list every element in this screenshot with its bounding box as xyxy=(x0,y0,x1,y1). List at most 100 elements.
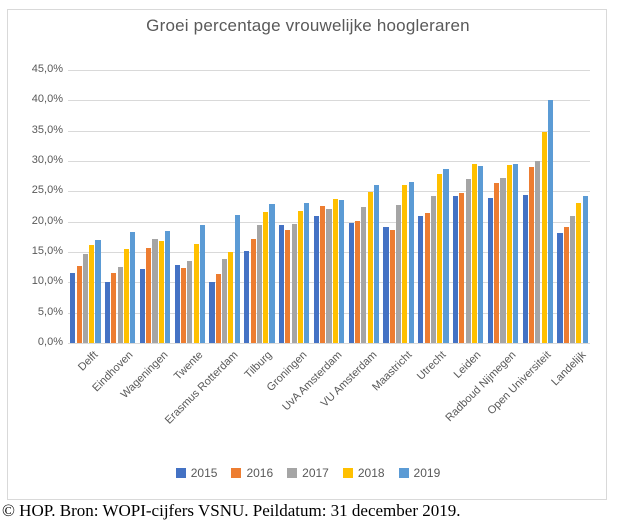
y-axis-tick-label: 20,0% xyxy=(31,214,63,227)
bar-2016-delft xyxy=(76,265,82,343)
gridline xyxy=(68,100,590,102)
bar-2019-delft xyxy=(95,240,101,343)
bar-2015-wageningen xyxy=(139,269,145,343)
bar-2019-erasmus-rotterdam xyxy=(234,215,240,343)
bar-2015-eindhoven xyxy=(105,282,111,343)
bar-2017-uva-amsterdam xyxy=(326,208,332,343)
legend-label: 2016 xyxy=(246,466,274,480)
bar-2015-leiden xyxy=(453,196,459,343)
bar-2017-utrecht xyxy=(430,195,436,343)
bar-2018-open-universiteit xyxy=(541,131,547,343)
bar-2017-tilburg xyxy=(256,225,262,343)
plot-area xyxy=(68,70,590,344)
bar-2015-twente xyxy=(174,265,180,343)
bar-2018-uva-amsterdam xyxy=(332,199,338,343)
y-axis-tick-label: 0,0% xyxy=(37,336,63,348)
chart-legend: 2015 2016 2017 2018 2019 xyxy=(7,466,609,480)
bar-2015-utrecht xyxy=(418,215,424,343)
y-axis-tick-label: 5,0% xyxy=(37,305,63,318)
legend-item-2017: 2017 xyxy=(287,466,329,480)
bar-2018-eindhoven xyxy=(123,248,130,343)
bar-2016-twente xyxy=(180,268,187,343)
bar-2015-delft xyxy=(70,273,76,343)
bar-2016-open-universiteit xyxy=(528,167,535,343)
legend-swatch-icon xyxy=(342,468,353,478)
bar-2016-wageningen xyxy=(146,247,152,343)
bar-2016-maastricht xyxy=(389,229,395,343)
y-axis-tick-label: 30,0% xyxy=(31,154,63,166)
bar-2018-groningen xyxy=(297,211,304,343)
legend-label: 2017 xyxy=(302,466,329,480)
bar-2016-uva-amsterdam xyxy=(320,205,326,343)
bar-2016-landelijk xyxy=(563,227,569,343)
legend-item-2015: 2015 xyxy=(175,466,218,480)
bar-2017-vu-amsterdam xyxy=(361,206,367,343)
gridline xyxy=(68,343,590,344)
bar-2016-erasmus-rotterdam xyxy=(215,273,221,343)
bar-2018-maastricht xyxy=(402,185,408,343)
bar-2018-landelijk xyxy=(576,203,582,343)
bar-2016-radboud-nijmegen xyxy=(494,183,500,343)
bar-2018-twente xyxy=(193,243,199,343)
legend-label: 2018 xyxy=(357,466,385,480)
gridline xyxy=(68,70,590,71)
bar-2016-tilburg xyxy=(250,238,256,343)
bar-2019-radboud-nijmegen xyxy=(513,164,519,343)
bar-2017-erasmus-rotterdam xyxy=(222,259,228,343)
bar-2017-open-universiteit xyxy=(535,161,541,343)
bar-2017-twente xyxy=(187,260,193,343)
y-axis-tick-label: 45,0% xyxy=(31,63,63,75)
bar-2017-groningen xyxy=(291,223,297,343)
bar-2017-radboud-nijmegen xyxy=(500,178,506,343)
bar-2015-landelijk xyxy=(557,233,563,343)
gridline xyxy=(68,191,590,193)
y-axis-tick-label: 10,0% xyxy=(31,275,63,288)
bar-2018-wageningen xyxy=(158,241,164,343)
bar-2015-maastricht xyxy=(383,226,389,343)
bar-2018-leiden xyxy=(471,164,478,343)
bar-2015-erasmus-rotterdam xyxy=(209,281,215,343)
bar-2019-maastricht xyxy=(408,181,414,343)
y-axis-tick-label: 40,0% xyxy=(31,93,63,106)
legend-swatch-icon xyxy=(398,468,409,478)
legend-swatch-icon xyxy=(287,468,298,478)
legend-label: 2015 xyxy=(190,466,218,480)
bar-2017-wageningen xyxy=(152,239,158,343)
bar-2019-wageningen xyxy=(165,230,171,343)
bar-2016-groningen xyxy=(285,229,291,343)
bar-2017-delft xyxy=(82,253,88,343)
bar-2016-leiden xyxy=(459,193,465,343)
bar-2016-eindhoven xyxy=(111,272,117,343)
bar-2018-utrecht xyxy=(437,173,443,343)
legend-item-2016: 2016 xyxy=(231,466,273,480)
bar-2019-twente xyxy=(199,224,205,343)
bar-2016-utrecht xyxy=(424,212,430,343)
bar-2019-utrecht xyxy=(443,168,449,343)
y-axis-tick-label: 25,0% xyxy=(31,184,63,197)
bar-2017-eindhoven xyxy=(117,266,123,343)
y-axis-tick-label: 35,0% xyxy=(31,123,63,136)
bar-2018-delft xyxy=(89,245,95,343)
gridline xyxy=(68,130,590,132)
bar-2016-vu-amsterdam xyxy=(354,221,361,343)
bar-2018-vu-amsterdam xyxy=(367,191,373,343)
legend-swatch-icon xyxy=(231,468,242,478)
bar-2018-erasmus-rotterdam xyxy=(228,252,234,343)
bar-2018-radboud-nijmegen xyxy=(506,165,512,343)
legend-swatch-icon xyxy=(175,468,186,478)
bar-2017-leiden xyxy=(465,178,471,343)
legend-item-2019: 2019 xyxy=(398,466,441,480)
bar-2019-tilburg xyxy=(269,204,275,343)
bar-2017-maastricht xyxy=(396,204,402,343)
bar-2019-uva-amsterdam xyxy=(339,199,345,343)
bar-2015-uva-amsterdam xyxy=(313,216,319,343)
y-axis-tick-label: 15,0% xyxy=(31,245,63,257)
bar-2017-landelijk xyxy=(570,215,576,343)
bar-2015-open-universiteit xyxy=(522,194,528,343)
bar-2018-tilburg xyxy=(263,211,269,343)
bar-2015-tilburg xyxy=(244,250,250,343)
bar-2019-vu-amsterdam xyxy=(373,184,379,343)
bar-2015-groningen xyxy=(279,225,285,343)
bar-2019-groningen xyxy=(304,202,310,343)
legend-label: 2019 xyxy=(413,466,441,480)
